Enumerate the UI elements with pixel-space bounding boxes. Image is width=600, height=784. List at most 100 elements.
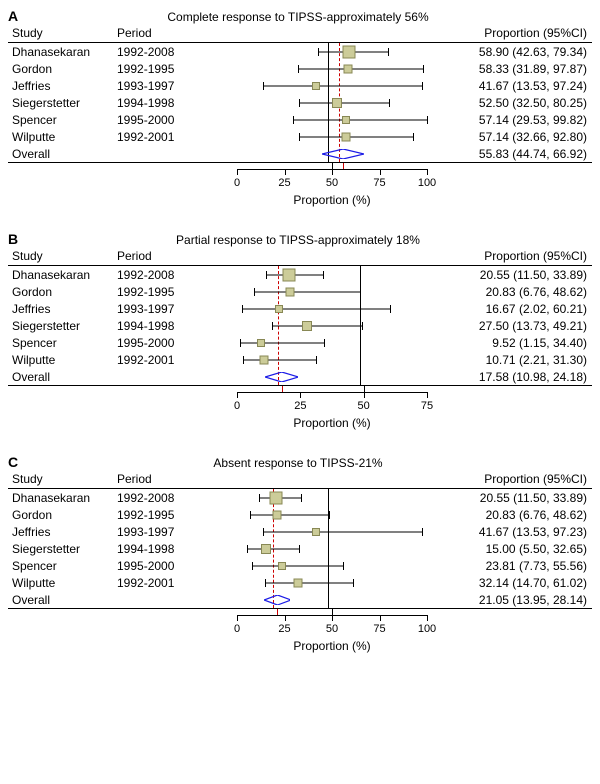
ci-line xyxy=(254,291,360,292)
point-marker xyxy=(341,132,350,141)
axis-tick xyxy=(237,392,238,398)
study-period: 1994-1998 xyxy=(117,542,202,556)
forest-body: Dhanasekaran1992-200820.55 (11.50, 33.89… xyxy=(8,489,592,609)
ci-line xyxy=(240,342,324,343)
ci-cap-hi xyxy=(389,99,390,107)
study-name: Spencer xyxy=(8,559,117,573)
overall-label: Overall xyxy=(8,370,117,384)
axis-tick-label: 50 xyxy=(326,177,338,189)
point-marker xyxy=(257,339,265,347)
study-row: Spencer1995-20009.52 (1.15, 34.40) xyxy=(8,334,592,351)
point-marker xyxy=(302,321,312,331)
ci-text: 41.67 (13.53, 97.23) xyxy=(432,525,591,539)
plot-cell xyxy=(202,111,432,128)
point-marker xyxy=(260,355,269,364)
point-marker xyxy=(312,82,320,90)
study-name: Jeffries xyxy=(8,302,117,316)
axis-tick-label: 50 xyxy=(326,623,338,635)
ci-text: 17.58 (10.98, 24.18) xyxy=(432,370,591,384)
axis-title: Proportion (%) xyxy=(293,639,370,653)
forest-panel: AComplete response to TIPSS-approximatel… xyxy=(8,8,592,213)
ci-line xyxy=(263,85,422,86)
study-row: Dhanasekaran1992-200820.55 (11.50, 33.89… xyxy=(8,266,592,283)
plot-cell xyxy=(202,317,432,334)
axis-row: 0255075100Proportion (%) xyxy=(8,609,592,659)
study-period: 1995-2000 xyxy=(117,559,202,573)
study-row: Gordon1992-199520.83 (6.76, 48.62) xyxy=(8,506,592,523)
ci-cap-lo xyxy=(243,356,244,364)
study-name: Wilputte xyxy=(8,576,117,590)
ci-cap-lo xyxy=(318,48,319,56)
col-header-ci: Proportion (95%CI) xyxy=(432,249,591,263)
axis-tick-label: 0 xyxy=(234,177,240,189)
ci-cap-hi xyxy=(299,545,300,553)
axis-cell: 0255075100Proportion (%) xyxy=(202,163,432,213)
axis-tick-label: 100 xyxy=(418,177,436,189)
study-row: Siegerstetter1994-199827.50 (13.73, 49.2… xyxy=(8,317,592,334)
study-name: Gordon xyxy=(8,285,117,299)
ci-text: 41.67 (13.53, 97.24) xyxy=(432,79,591,93)
plot-cell xyxy=(202,77,432,94)
ci-cap-hi xyxy=(301,494,302,502)
ci-cap-lo xyxy=(299,99,300,107)
study-name: Siegerstetter xyxy=(8,96,117,110)
forest-plot-figure: AComplete response to TIPSS-approximatel… xyxy=(8,8,592,659)
panel-title: Absent response to TIPSS-21% xyxy=(28,456,568,470)
point-marker xyxy=(278,562,286,570)
study-name: Dhanasekaran xyxy=(8,268,117,282)
ci-line xyxy=(242,308,389,309)
forest-body: Dhanasekaran1992-200858.90 (42.63, 79.34… xyxy=(8,43,592,163)
axis-cell: 0255075Proportion (%) xyxy=(202,386,432,436)
ci-cap-lo xyxy=(298,65,299,73)
diamond-marker xyxy=(264,595,291,605)
axis-line xyxy=(237,392,427,393)
study-name: Gordon xyxy=(8,62,117,76)
point-marker xyxy=(261,544,271,554)
plot-cell xyxy=(202,523,432,540)
col-header-ci: Proportion (95%CI) xyxy=(432,472,591,486)
axis-tick-label: 100 xyxy=(418,623,436,635)
study-period: 1992-2008 xyxy=(117,268,202,282)
point-marker xyxy=(270,491,283,504)
ci-text: 16.67 (2.02, 60.21) xyxy=(432,302,591,316)
panel-letter: A xyxy=(8,8,28,24)
axis-tick xyxy=(237,615,238,621)
plot-cell xyxy=(202,506,432,523)
ci-text: 15.00 (5.50, 32.65) xyxy=(432,542,591,556)
axis-title: Proportion (%) xyxy=(293,416,370,430)
overall-row: Overall21.05 (13.95, 28.14) xyxy=(8,591,592,608)
col-header-study: Study xyxy=(8,26,117,40)
diamond-marker xyxy=(322,149,364,159)
ci-text: 20.83 (6.76, 48.62) xyxy=(432,285,591,299)
study-period: 1993-1997 xyxy=(117,302,202,316)
axis-tick-label: 0 xyxy=(234,623,240,635)
plot-cell xyxy=(202,60,432,77)
ci-cap-lo xyxy=(293,116,294,124)
axis-tick xyxy=(380,169,381,175)
panel-title: Complete response to TIPSS-approximately… xyxy=(28,10,568,24)
ci-line xyxy=(247,548,299,549)
axis-tick xyxy=(364,392,365,398)
axis-row: 0255075100Proportion (%) xyxy=(8,163,592,213)
ci-cap-hi xyxy=(423,65,424,73)
ci-cap-hi xyxy=(422,528,423,536)
plot-cell xyxy=(202,43,432,60)
plot-cell xyxy=(202,351,432,368)
forest-body: Dhanasekaran1992-200820.55 (11.50, 33.89… xyxy=(8,266,592,386)
col-header-period: Period xyxy=(117,249,202,263)
column-header-row: StudyPeriodProportion (95%CI) xyxy=(8,26,592,43)
ci-line xyxy=(252,565,343,566)
axis-tick xyxy=(380,615,381,621)
study-name: Gordon xyxy=(8,508,117,522)
forest-panel: CAbsent response to TIPSS-21%StudyPeriod… xyxy=(8,454,592,659)
plot-cell xyxy=(202,94,432,111)
col-header-study: Study xyxy=(8,472,117,486)
study-period: 1994-1998 xyxy=(117,96,202,110)
study-name: Siegerstetter xyxy=(8,319,117,333)
ci-line xyxy=(272,325,362,326)
plot-cell xyxy=(202,489,432,506)
ci-cap-hi xyxy=(390,305,391,313)
axis-tick-label: 75 xyxy=(373,623,385,635)
axis-title: Proportion (%) xyxy=(293,193,370,207)
ci-cap-lo xyxy=(266,271,267,279)
